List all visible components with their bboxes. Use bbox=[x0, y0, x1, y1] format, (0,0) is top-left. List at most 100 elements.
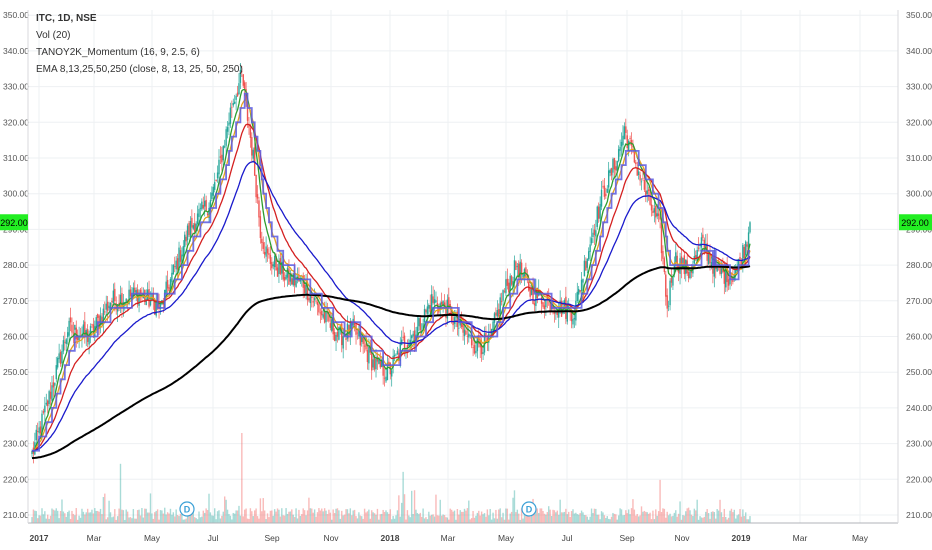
candle-body bbox=[408, 343, 410, 346]
candle-body bbox=[295, 280, 297, 287]
volume-bar bbox=[446, 517, 449, 523]
volume-bar bbox=[645, 511, 647, 523]
volume-bar bbox=[422, 508, 424, 523]
candle-body bbox=[375, 358, 377, 370]
y-tick-label-left: 320.00 bbox=[3, 117, 29, 127]
volume-bar bbox=[124, 519, 126, 523]
volume-bar bbox=[345, 509, 347, 523]
volume-bar bbox=[478, 510, 480, 523]
volume-bar bbox=[720, 512, 723, 523]
volume-bar bbox=[505, 508, 507, 523]
volume-bar bbox=[626, 513, 628, 523]
volume-bar bbox=[76, 519, 79, 523]
candle-body bbox=[202, 204, 204, 209]
candle-body bbox=[219, 156, 222, 158]
volume-bar bbox=[101, 514, 103, 523]
volume-bar bbox=[535, 510, 537, 523]
candle-body bbox=[602, 186, 604, 188]
volume-bar bbox=[268, 517, 270, 523]
candle-body bbox=[492, 321, 494, 331]
volume-bar bbox=[695, 510, 697, 523]
candle-body bbox=[238, 83, 240, 95]
volume-bar bbox=[319, 510, 322, 523]
volume-bar bbox=[348, 513, 350, 523]
candle-body bbox=[500, 300, 503, 302]
volume-bar bbox=[619, 508, 621, 523]
candle-body bbox=[154, 299, 156, 315]
volume-bar bbox=[418, 514, 420, 523]
volume-bar bbox=[165, 514, 167, 523]
volume-bar bbox=[636, 513, 638, 523]
volume-bar bbox=[65, 516, 67, 523]
volume-bar bbox=[602, 512, 604, 523]
volume-bar bbox=[49, 515, 52, 523]
volume-bar bbox=[116, 516, 119, 523]
volume-bar bbox=[195, 518, 197, 523]
volume-bar bbox=[615, 514, 617, 523]
volume-bar bbox=[373, 513, 376, 523]
candle-body bbox=[174, 266, 176, 268]
dividend-marker bbox=[521, 501, 537, 517]
volume-bar bbox=[352, 510, 354, 523]
volume-bar bbox=[341, 510, 343, 523]
candle-body bbox=[208, 208, 210, 218]
volume-bar bbox=[396, 510, 399, 523]
volume-bar bbox=[259, 498, 262, 523]
volume-bar bbox=[465, 510, 467, 523]
volume-bar bbox=[729, 510, 731, 523]
legend-volume: Vol (20) bbox=[36, 30, 70, 41]
candle-body bbox=[465, 330, 467, 335]
candle-body bbox=[749, 222, 751, 233]
x-tick-label: Jul bbox=[208, 533, 219, 543]
candle-body bbox=[38, 427, 40, 434]
volume-bar bbox=[555, 512, 557, 523]
volume-bar bbox=[476, 512, 479, 523]
volume-bar bbox=[318, 508, 320, 523]
candle-body bbox=[368, 346, 370, 364]
y-tick-label-right: 260.00 bbox=[906, 332, 932, 342]
volume-bar bbox=[311, 508, 313, 523]
volume-bar bbox=[122, 510, 125, 523]
volume-bar bbox=[44, 511, 46, 523]
volume-bar bbox=[322, 511, 324, 523]
candle-body bbox=[696, 249, 698, 262]
volume-bar bbox=[34, 510, 36, 523]
volume-bar bbox=[685, 511, 687, 523]
ema-8-line bbox=[31, 88, 751, 453]
volume-bar bbox=[126, 511, 129, 523]
y-tick-label-right: 330.00 bbox=[906, 82, 932, 92]
volume-bar bbox=[610, 516, 613, 523]
candle-body bbox=[292, 273, 294, 286]
volume-bar bbox=[585, 515, 587, 523]
volume-bar bbox=[592, 512, 594, 523]
candle-body bbox=[194, 223, 196, 233]
candle-body bbox=[485, 332, 487, 338]
candle-body bbox=[573, 317, 576, 320]
candle-body bbox=[185, 236, 187, 242]
volume-bar bbox=[136, 510, 139, 523]
volume-bar bbox=[586, 516, 588, 523]
candle-body bbox=[582, 278, 584, 283]
volume-bar bbox=[399, 516, 401, 523]
candle-body bbox=[667, 305, 670, 307]
volume-bar bbox=[463, 508, 466, 523]
candle-body bbox=[371, 352, 373, 371]
candle-body bbox=[635, 162, 637, 165]
volume-bar bbox=[239, 515, 242, 523]
volume-bar bbox=[169, 508, 172, 523]
last-price-tag-right-bg bbox=[899, 214, 932, 231]
candle-body bbox=[448, 297, 450, 306]
candle-body bbox=[89, 326, 92, 335]
volume-bar bbox=[332, 509, 334, 523]
volume-bar bbox=[469, 519, 471, 523]
volume-bar bbox=[659, 479, 661, 523]
volume-bar bbox=[308, 497, 310, 523]
candle-body bbox=[76, 336, 79, 341]
candle-body bbox=[276, 267, 279, 277]
legend-ema: EMA 8,13,25,50,250 (close, 8, 13, 25, 50… bbox=[36, 64, 243, 75]
candle-body bbox=[697, 247, 700, 249]
candle-body bbox=[134, 287, 136, 293]
volume-bar bbox=[639, 515, 641, 523]
